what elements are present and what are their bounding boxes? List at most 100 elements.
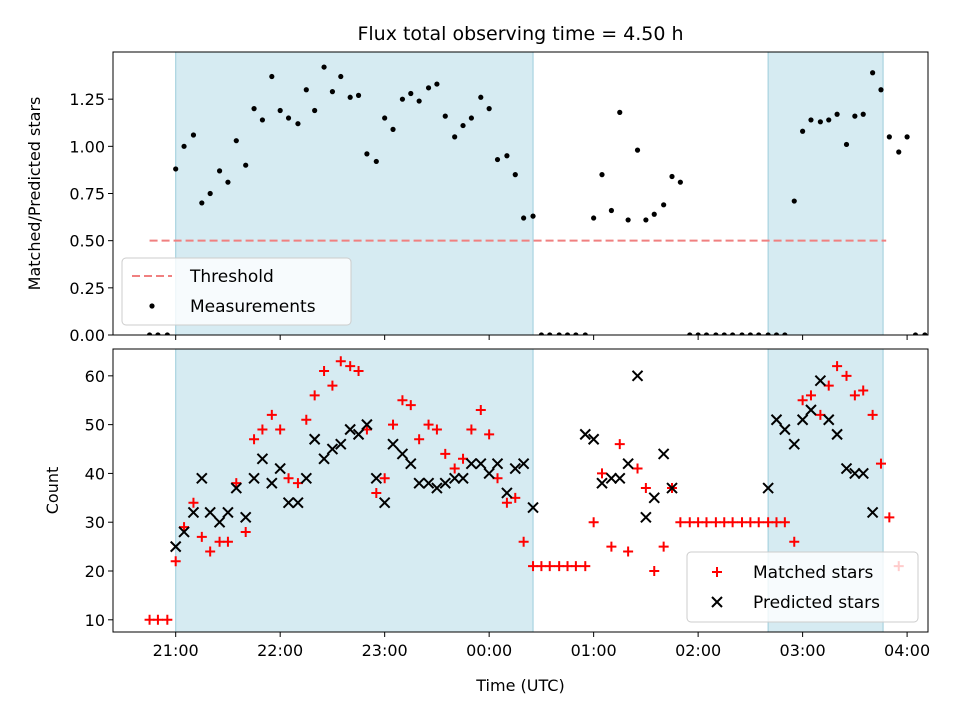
data-point — [361, 418, 373, 431]
series-matched-stars — [144, 356, 904, 625]
data-point — [730, 332, 736, 335]
data-point — [179, 522, 190, 533]
data-point — [843, 141, 850, 148]
data-point — [747, 332, 753, 335]
data-point — [164, 332, 170, 335]
series-measurements — [146, 64, 953, 337]
data-point — [144, 614, 155, 625]
data-point — [826, 117, 832, 123]
data-point — [408, 90, 414, 97]
data-point — [591, 215, 597, 221]
legend: Matched stars Predicted stars — [686, 551, 919, 623]
data-point — [413, 477, 425, 489]
data-point — [312, 107, 318, 114]
data-point — [765, 332, 771, 335]
data-point — [931, 332, 936, 337]
data-point — [554, 561, 565, 572]
legend: Threshold Measurements — [121, 257, 352, 326]
data-point — [295, 121, 301, 127]
data-point — [587, 433, 600, 445]
data-point — [352, 428, 365, 441]
data-point — [187, 506, 200, 519]
data-point — [309, 390, 320, 401]
data-point — [599, 172, 605, 178]
data-point — [207, 190, 213, 197]
y-tick-label: 0.50 — [69, 232, 105, 251]
data-point — [423, 419, 434, 430]
data-point — [596, 477, 608, 489]
data-point — [530, 213, 536, 219]
x-tick-label: 21:00 — [153, 641, 199, 660]
data-point — [486, 106, 492, 112]
data-point — [378, 496, 391, 509]
data-point — [439, 477, 451, 489]
data-point — [597, 468, 607, 479]
data-point — [345, 361, 356, 372]
data-point — [448, 472, 461, 485]
data-point — [422, 477, 435, 489]
data-point — [326, 443, 339, 455]
axes-frame — [112, 348, 929, 633]
data-point — [684, 517, 695, 528]
data-point — [857, 467, 869, 480]
y-tick-label: 0.25 — [69, 279, 105, 298]
data-point — [753, 517, 764, 528]
data-point — [431, 482, 443, 494]
data-point — [335, 356, 346, 367]
data-point — [745, 517, 756, 528]
data-point — [643, 217, 649, 223]
y-tick-label: 50 — [85, 416, 105, 435]
data-point — [649, 566, 660, 577]
data-point — [614, 472, 626, 485]
data-point — [579, 428, 591, 441]
data-point — [512, 172, 518, 178]
data-point — [222, 536, 233, 547]
data-point — [243, 162, 249, 168]
y-tick-label: 10 — [85, 611, 105, 630]
data-point — [948, 332, 953, 337]
data-point — [817, 119, 823, 125]
data-point — [468, 115, 474, 121]
data-point — [475, 404, 486, 415]
legend-label: Predicted stars — [753, 593, 880, 613]
data-point — [797, 395, 808, 406]
data-point — [521, 215, 527, 221]
data-point — [823, 414, 835, 426]
data-point — [292, 496, 304, 509]
bottom-panel: 10 20 30 40 50 60 21:00 22:00 23:00 00:00 01:00 02:… — [43, 348, 930, 695]
chart-title: Flux total observing time = 4.50 h — [357, 23, 683, 45]
data-point — [622, 457, 634, 470]
data-point — [538, 332, 544, 335]
data-point — [283, 473, 294, 484]
y-tick-label: 0.00 — [69, 326, 105, 345]
data-point — [666, 482, 678, 494]
data-point — [675, 517, 686, 528]
legend-label: Matched stars — [753, 563, 873, 583]
data-point — [849, 467, 861, 480]
data-point — [884, 512, 895, 523]
data-point — [614, 439, 625, 450]
data-point — [657, 448, 670, 460]
y-tick-label: 1.25 — [69, 90, 105, 109]
data-point — [509, 462, 521, 475]
data-point — [190, 132, 197, 138]
data-point — [518, 536, 529, 547]
data-point — [382, 115, 388, 121]
x-tick-label: 22:00 — [257, 641, 303, 660]
y-tick-label: 20 — [85, 562, 105, 581]
data-point — [805, 390, 816, 401]
data-point — [922, 332, 928, 335]
data-point — [677, 179, 683, 185]
data-point — [866, 506, 879, 519]
data-point — [466, 424, 477, 435]
data-point — [904, 134, 910, 140]
data-point — [431, 424, 442, 435]
data-point — [257, 424, 268, 435]
data-point — [327, 380, 338, 391]
data-point — [452, 134, 458, 140]
y-axis-label: Count — [43, 467, 62, 515]
data-point — [300, 472, 313, 485]
data-point — [608, 207, 615, 214]
y-tick-label: 60 — [85, 367, 105, 386]
